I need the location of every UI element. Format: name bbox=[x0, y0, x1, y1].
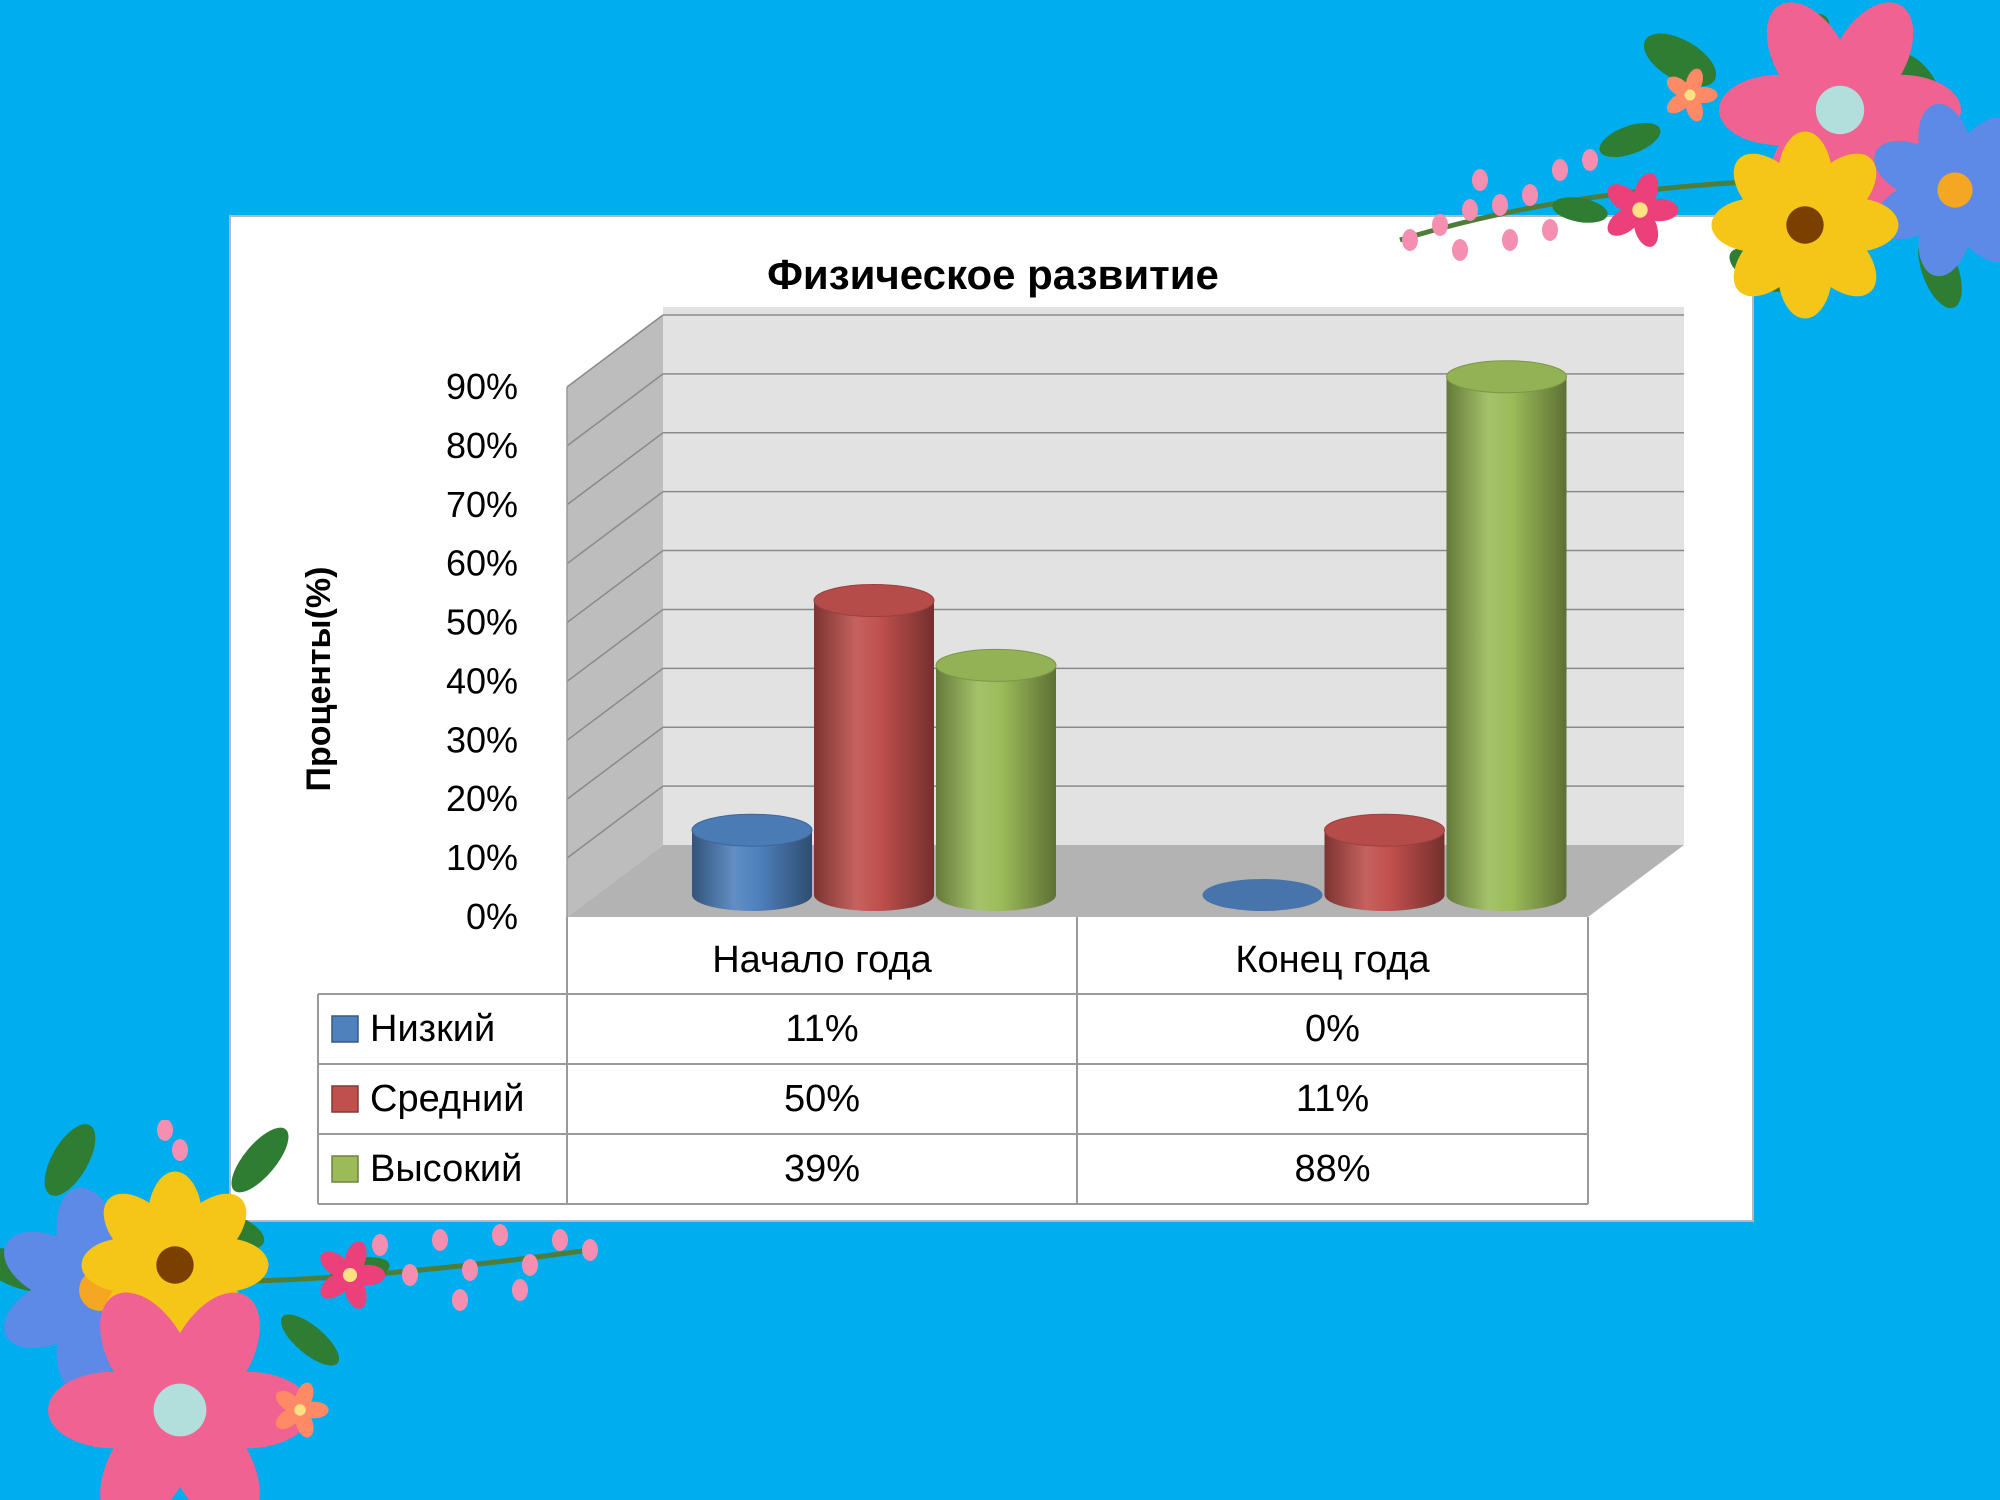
flower-corner-top-right bbox=[1399, 2, 2000, 319]
legend-swatch bbox=[331, 1155, 359, 1183]
data-table-value: 0% bbox=[1305, 1008, 1360, 1050]
data-table-value: 88% bbox=[1294, 1148, 1370, 1190]
data-table-value: 11% bbox=[785, 1008, 858, 1050]
legend-swatch bbox=[331, 1085, 359, 1113]
y-axis-title: Проценты(%) bbox=[300, 567, 338, 792]
gridline-side bbox=[566, 373, 664, 447]
bar-Низкий-Начало года bbox=[691, 813, 813, 911]
bars bbox=[691, 360, 1567, 911]
chart-card: Физическое развитие Проценты(%) 0% 10% 20%… bbox=[229, 215, 1754, 1222]
y-tick-label: 30% bbox=[446, 719, 518, 760]
chart-title: Физическое развитие bbox=[767, 251, 1219, 298]
data-table-value: 50% bbox=[784, 1078, 860, 1120]
y-tick-label: 0% bbox=[466, 896, 518, 937]
bar-Средний-Конец года bbox=[1324, 813, 1445, 911]
bar-Средний-Начало года bbox=[813, 584, 935, 911]
y-tick-label: 50% bbox=[446, 602, 518, 643]
legend-swatch bbox=[331, 1015, 359, 1043]
y-tick-label: 90% bbox=[446, 366, 518, 407]
y-tick-label: 20% bbox=[446, 778, 518, 819]
legend-label: Высокий bbox=[370, 1148, 522, 1190]
y-tick-label: 80% bbox=[446, 425, 518, 466]
x-category-label: Начало года bbox=[712, 939, 932, 981]
gridline-side bbox=[566, 549, 664, 624]
bar-Высокий-Конец года bbox=[1446, 360, 1567, 911]
gridline-side bbox=[566, 491, 664, 565]
bar-Высокий-Начало года bbox=[935, 648, 1057, 911]
gridline-side bbox=[566, 785, 664, 859]
data-table-value: 39% bbox=[784, 1148, 860, 1190]
y-tick-label: 70% bbox=[446, 484, 518, 525]
gridline-side bbox=[566, 432, 664, 506]
legend-label: Средний bbox=[370, 1078, 525, 1120]
y-tick-label: 60% bbox=[446, 543, 518, 584]
data-table-value: 11% bbox=[1296, 1078, 1369, 1120]
y-tick-label: 10% bbox=[446, 837, 518, 878]
gridline-side bbox=[566, 314, 664, 388]
data-table: Начало года Конец года Низкий 11% 0% Средний 5… bbox=[317, 917, 1589, 1205]
flower-corner-bottom-left bbox=[0, 1120, 598, 1500]
y-tick-label: 40% bbox=[446, 660, 518, 701]
gridline-side bbox=[566, 667, 664, 741]
chart: Физическое развитие Проценты(%) 0% 10% 20%… bbox=[300, 251, 1684, 1205]
x-category-label: Конец года bbox=[1235, 939, 1430, 981]
side-wall bbox=[567, 315, 663, 917]
bar-Низкий-Конец года bbox=[1202, 879, 1323, 911]
gridline-side bbox=[566, 726, 664, 800]
legend-label: Низкий bbox=[370, 1008, 495, 1050]
gridline-side bbox=[566, 608, 664, 683]
y-axis-ticks: 0% 10% 20% 30% 40% 50% 60% 70% 80% 90% bbox=[446, 366, 518, 937]
